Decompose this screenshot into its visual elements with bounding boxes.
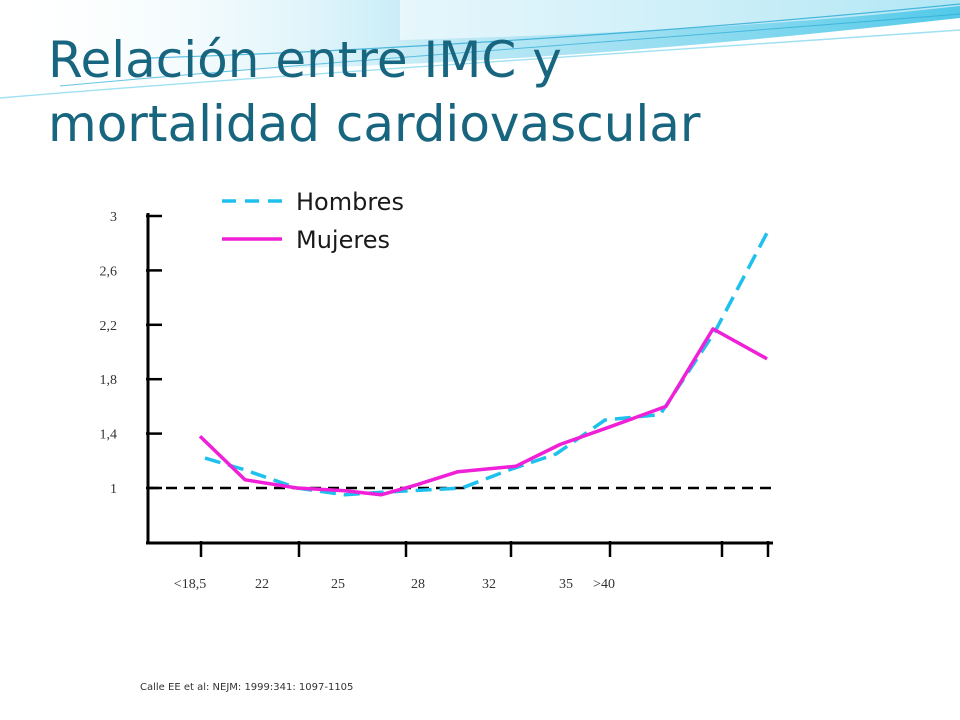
title-line-2: mortalidad cardiovascular [48,95,701,153]
x-tick-label: 35 [559,577,573,592]
x-tick-label: 28 [411,577,425,592]
series-line-hombres [204,230,770,497]
citation: Calle EE et al: NEJM: 1999:341: 1097-110… [140,682,354,693]
x-axis-ticks: <18,5 22 25 28 32 35 >40 [174,541,770,592]
x-tick-label: 25 [331,577,345,592]
series-lines [198,230,770,497]
slide-title: Relación entre IMC y mortalidad cardiova… [48,28,700,156]
header-decoration [0,0,960,102]
y-axis-ticks: 3 2,6 2,2 1,8 1,4 1 [100,210,162,497]
y-tick-label: 3 [110,210,117,225]
x-tick-label: 22 [255,577,269,592]
y-tick-label: 1,4 [100,428,118,443]
y-tick-label: 2,2 [100,319,118,334]
y-tick-label: 1,8 [100,373,118,388]
chart-axes [146,213,773,545]
y-tick-label: 2,6 [100,264,118,279]
y-tick-label: 1 [110,482,117,497]
legend-label-mujeres: Mujeres [296,226,390,254]
x-tick-label: <18,5 [174,577,206,592]
x-tick-label: 32 [482,577,496,592]
series-line-mujeres [198,327,768,497]
x-tick-label: >40 [593,577,615,592]
title-line-1: Relación entre IMC y [48,31,562,89]
legend-label-hombres: Hombres [296,188,404,216]
legend: Hombres Mujeres [222,188,404,254]
